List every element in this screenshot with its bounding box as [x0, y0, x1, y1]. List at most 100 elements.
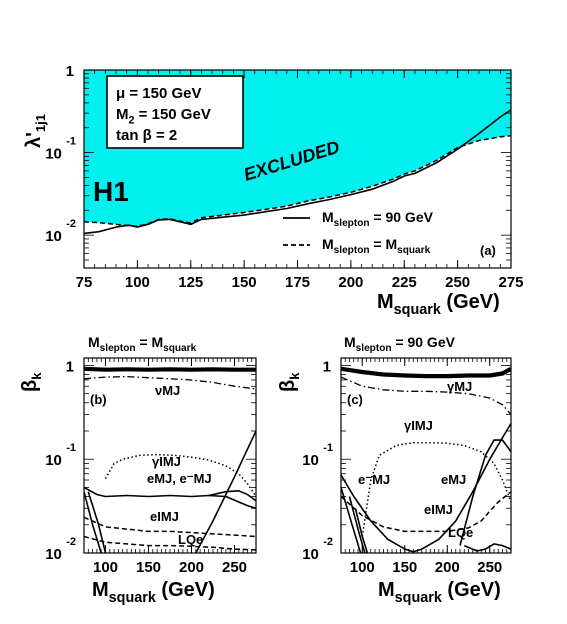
panel-title-main: M	[344, 334, 356, 350]
x-tick-label: 275	[498, 274, 523, 291]
series-line	[84, 486, 256, 510]
params-line: tan β = 2	[116, 127, 177, 144]
series-line	[341, 487, 362, 553]
legend-label-main: M	[322, 236, 334, 252]
panel-label: (a)	[480, 243, 496, 258]
series-group-a	[83, 109, 512, 235]
y-tick-label: 1	[66, 358, 74, 375]
params-line-sub: 2	[129, 115, 135, 127]
x-tick-label: 150	[392, 559, 417, 576]
x-axis-title-tail: (GeV)	[156, 579, 215, 601]
y-tick-label: 10	[45, 452, 62, 469]
axes-a: 75 100 125 150 175 200 225 250 275 1 10 -1 10 -2	[45, 63, 523, 291]
legend-label-sub: slepton	[334, 218, 370, 229]
x-tick-label: 200	[338, 274, 363, 291]
series-line	[354, 508, 369, 553]
series-line	[83, 109, 512, 235]
panel-title-sub: slepton	[356, 343, 392, 354]
panel-label: (b)	[90, 392, 107, 407]
y-tick-label: 10	[45, 546, 62, 563]
series-line	[361, 441, 511, 537]
panel-title-tail: = M	[136, 334, 164, 350]
y-tick-base: 10	[45, 546, 62, 563]
y-axis-title-main: λ'	[23, 132, 45, 148]
axes-b: 100 150 200 250 1 10 -1 10 -2	[45, 358, 257, 576]
curve-label: νMJ	[155, 383, 180, 398]
curve-label: LQe	[178, 532, 203, 547]
y-tick-exponent: -2	[66, 218, 76, 230]
curve-label: eIMJ	[424, 502, 453, 517]
panel-label: (c)	[347, 392, 363, 407]
y-tick-base: 1	[66, 63, 74, 80]
x-tick-label: 175	[285, 274, 310, 291]
series-line	[195, 430, 256, 553]
x-tick-label: 250	[445, 274, 470, 291]
y-tick-label: 10	[302, 546, 319, 563]
y-axis-title: λ'1j1	[23, 114, 48, 148]
curve-label: e⁻MJ	[358, 472, 390, 487]
series-line	[459, 439, 511, 546]
series-line	[341, 491, 511, 533]
y-tick-exponent: -2	[323, 536, 333, 548]
x-axis-title-sub: squark	[109, 590, 157, 606]
panel-title-main: M	[88, 334, 100, 350]
y-tick-exponent: -1	[66, 442, 76, 454]
curve-label: eMJ, e⁻MJ	[147, 471, 212, 486]
legend-label-main: M	[322, 209, 334, 225]
params-box	[106, 75, 244, 149]
series-line	[208, 490, 256, 502]
series-line	[341, 366, 511, 379]
curve-label: eMJ	[441, 472, 466, 487]
x-tick-label: 200	[179, 559, 204, 576]
x-tick-label: 100	[125, 274, 150, 291]
series-line	[104, 453, 256, 497]
y-tick-label: 1	[323, 358, 331, 375]
y-tick-base: 1	[66, 358, 74, 375]
series-line	[84, 516, 256, 538]
panel-title-sub2: squark	[163, 343, 196, 354]
x-tick-label: 100	[350, 559, 375, 576]
x-axis-title-tail: (GeV)	[441, 291, 500, 313]
x-tick-label: 225	[392, 274, 417, 291]
y-axis-title-sub: k	[287, 372, 302, 380]
y-tick-exponent: -2	[66, 536, 76, 548]
series-line	[84, 366, 256, 372]
y-tick-exponent: -1	[323, 442, 333, 454]
params-line-main: tan β = 2	[116, 127, 177, 144]
x-tick-label: 75	[76, 274, 93, 291]
y-tick-label: 10	[302, 452, 319, 469]
panel-title-tail: = 90 GeV	[392, 334, 456, 350]
y-axis-title-main: β	[19, 380, 41, 392]
series-line	[341, 376, 511, 415]
x-axis-title-main: M	[377, 291, 394, 313]
series-line	[83, 134, 512, 228]
x-axis-title: Msquark (GeV)	[378, 579, 501, 606]
params-line-tail: = 150 GeV	[135, 106, 211, 123]
y-axis-title: βk	[19, 372, 44, 392]
series-line	[463, 543, 511, 552]
curve-label: LQe	[448, 525, 473, 540]
params-line-main: M	[116, 106, 129, 123]
legend-label-sub2: squark	[397, 245, 430, 256]
panel-title-sub: slepton	[100, 343, 136, 354]
y-tick-base: 10	[302, 452, 319, 469]
y-axis-title: βk	[277, 372, 302, 392]
h1-logo: H1	[93, 176, 129, 207]
y-axis-title-sub: 1j1	[33, 114, 48, 132]
x-tick-label: 150	[136, 559, 161, 576]
series-line	[84, 491, 102, 553]
params-line: μ = 150 GeV	[116, 85, 201, 102]
legend-label-tail: = 90 GeV	[370, 209, 434, 225]
x-tick-label: 250	[477, 559, 502, 576]
params-line-main: μ = 150 GeV	[116, 85, 201, 102]
y-tick-base: 10	[302, 546, 319, 563]
panel-title: Mslepton = 90 GeV	[344, 334, 456, 354]
y-axis-title-sub: k	[29, 372, 44, 380]
series-clip-c	[341, 366, 511, 553]
y-axis-title-main: β	[277, 380, 299, 392]
y-tick-exponent: -1	[66, 135, 76, 147]
x-tick-label: 250	[222, 559, 247, 576]
x-axis-title-sub: squark	[394, 302, 442, 318]
axes-c: 100 150 200 250 1 10 -1 10 -2	[302, 358, 512, 576]
